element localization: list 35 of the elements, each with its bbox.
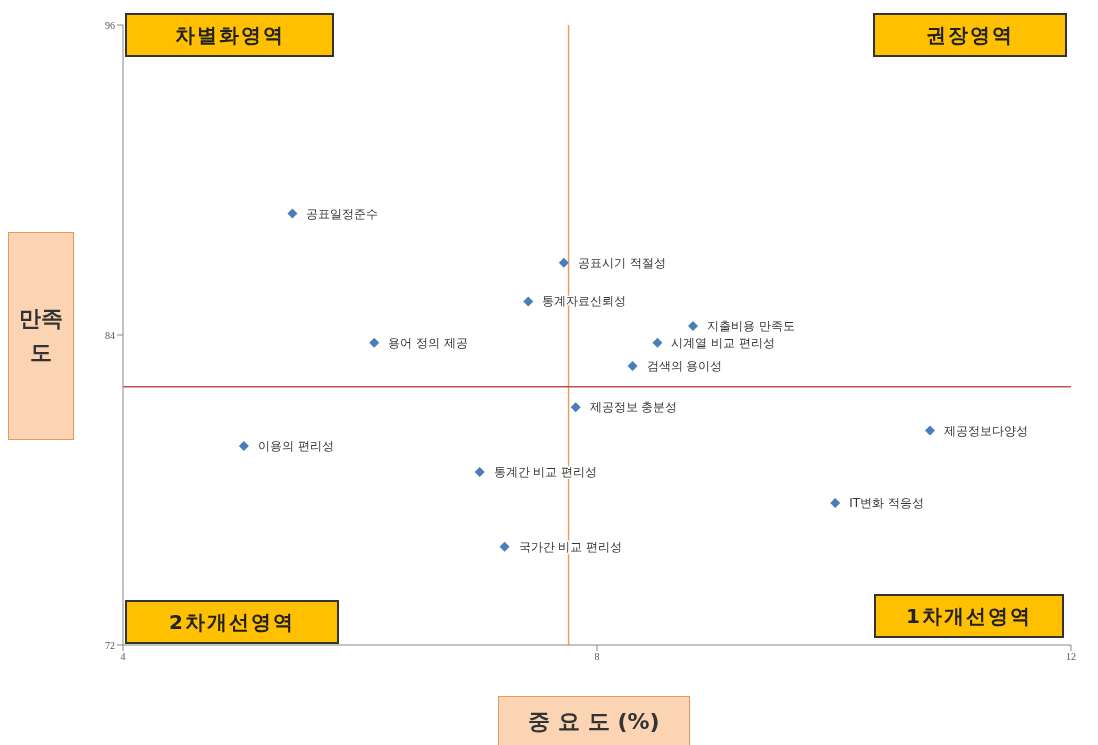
point xyxy=(369,337,380,348)
annotation: 검색의 용이성 xyxy=(646,359,723,373)
annotation: 이용의 편리성 xyxy=(257,439,334,454)
x-tick-label: 12 xyxy=(1066,651,1076,663)
label-box: 2차개선영역 xyxy=(125,600,339,644)
y-tick-label: 84 xyxy=(105,329,115,341)
y-tick-label: 96 xyxy=(105,19,115,31)
point xyxy=(499,541,510,552)
y-tick-label: 72 xyxy=(105,639,115,651)
label-box: 권장영역 xyxy=(873,13,1067,57)
annotation: 공표시기 적절성 xyxy=(577,255,666,270)
x-tick-label: 8 xyxy=(594,651,600,663)
point xyxy=(474,466,485,477)
point xyxy=(558,257,569,268)
annotation: IT변화 적응성 xyxy=(849,495,924,510)
x-axis-title: 중 요 도 (%) xyxy=(498,696,690,745)
point xyxy=(627,361,638,371)
annotation: 제공정보 충분성 xyxy=(589,400,678,415)
annotation: 용어 정의 제공 xyxy=(388,335,468,350)
annotation: 지출비용 만족도 xyxy=(706,318,795,333)
y-axis-title: 만족도 xyxy=(18,305,64,367)
annotation: 시계열 비교 편리성 xyxy=(671,335,776,350)
point xyxy=(287,208,298,219)
annotation: 공표일정준수 xyxy=(306,206,379,221)
x-tick-label: 4 xyxy=(120,651,126,663)
label-box: 차별화영역 xyxy=(125,13,334,57)
point xyxy=(570,402,581,413)
point xyxy=(687,320,698,331)
point xyxy=(830,497,841,508)
annotation: 제공정보다양성 xyxy=(943,423,1028,438)
point xyxy=(652,337,663,348)
point xyxy=(924,425,935,436)
point xyxy=(523,296,534,307)
point xyxy=(238,441,249,452)
label-box: 1차개선영역 xyxy=(874,594,1064,638)
